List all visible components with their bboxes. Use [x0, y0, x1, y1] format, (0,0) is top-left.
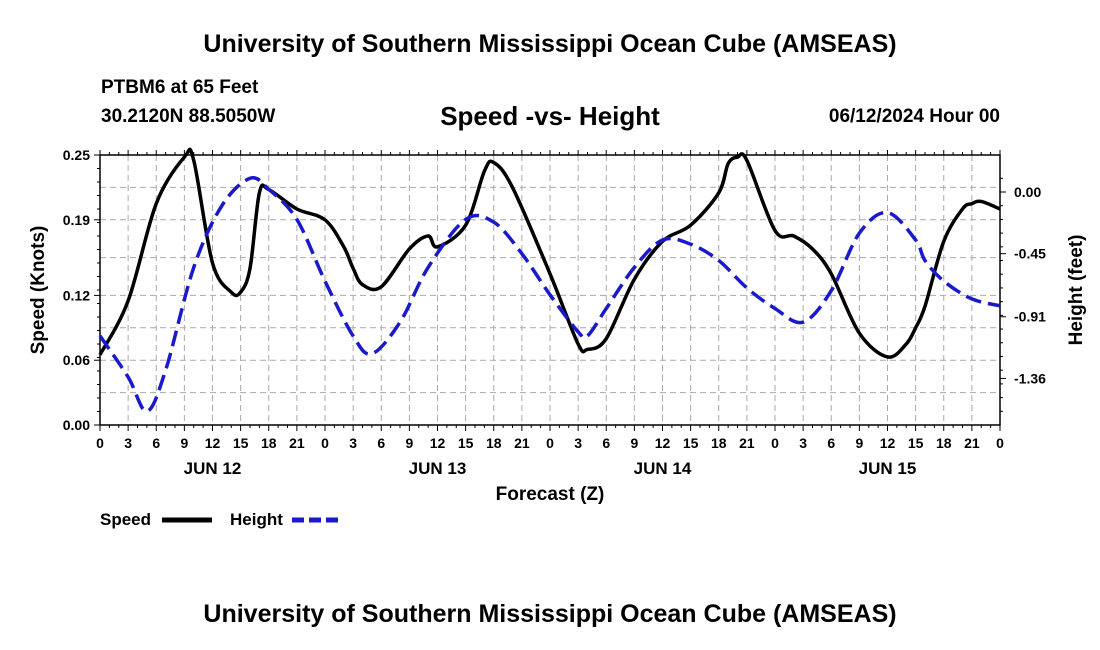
y-tick-label: 0.00 [63, 417, 90, 433]
x-tick-label: 6 [602, 435, 610, 451]
y2-tick-label: -0.45 [1014, 246, 1046, 262]
x-tick-label: 9 [630, 435, 638, 451]
x-tick-label: 6 [377, 435, 385, 451]
station-label: PTBM6 at 65 Feet [101, 77, 259, 98]
speed-series-line [98, 147, 1001, 359]
legend-speed-label: Speed [100, 510, 151, 529]
series-lines [98, 147, 1001, 414]
y2-tick-label: 0.00 [1014, 184, 1041, 200]
x-tick-label: 18 [936, 435, 952, 451]
x-tick-label: 9 [180, 435, 188, 451]
y-tick-label: 0.12 [63, 287, 90, 303]
x-tick-label: 0 [996, 435, 1004, 451]
x-tick-label: 0 [771, 435, 779, 451]
main-title: University of Southern Mississippi Ocean… [203, 30, 897, 58]
y-tick-label: 0.06 [63, 352, 90, 368]
footer-title: University of Southern Mississippi Ocean… [203, 600, 897, 628]
x-tick-label: 18 [711, 435, 727, 451]
coordinates-label: 30.2120N 88.5050W [101, 106, 276, 127]
y2-tick-label: -1.36 [1014, 370, 1046, 386]
day-label: JUN 12 [184, 459, 242, 478]
x-tick-label: 3 [799, 435, 807, 451]
axis-ticks [94, 150, 1006, 431]
x-tick-label: 12 [205, 435, 221, 451]
x-tick-label: 21 [739, 435, 755, 451]
x-tick-label: 15 [458, 435, 474, 451]
x-tick-label: 21 [289, 435, 305, 451]
x-tick-label: 9 [855, 435, 863, 451]
x-tick-label: 6 [152, 435, 160, 451]
x-tick-label: 0 [321, 435, 329, 451]
x-tick-label: 18 [261, 435, 277, 451]
y-axis-title: Speed (Knots) [28, 226, 49, 355]
y2-tick-label: -0.91 [1014, 309, 1046, 325]
day-label: JUN 13 [409, 459, 467, 478]
x-tick-label: 3 [124, 435, 132, 451]
speed-height-chart: 0 3 6 9 12 15 18 21 0 3 6 9 12 15 18 21 0 3 6 9 12 15 18 21 0 3 6 9… [28, 147, 1087, 529]
chart-title: Speed -vs- Height [440, 101, 660, 131]
x-axis-title: Forecast (Z) [496, 484, 605, 505]
x-tick-label: 15 [908, 435, 924, 451]
x-tick-label: 12 [880, 435, 896, 451]
x-tick-label: 18 [486, 435, 502, 451]
x-tick-label: 3 [349, 435, 357, 451]
x-tick-label: 15 [233, 435, 249, 451]
day-label: JUN 15 [859, 459, 917, 478]
forecast-date: 06/12/2024 Hour 00 [828, 106, 1000, 127]
x-tick-label: 0 [96, 435, 104, 451]
legend-height-label: Height [230, 510, 283, 529]
y-tick-label: 0.25 [63, 147, 90, 163]
axis-labels: 0 3 6 9 12 15 18 21 0 3 6 9 12 15 18 21 0 3 6 9 12 15 18 21 0 3 6 9… [63, 147, 1046, 478]
x-tick-label: 21 [964, 435, 980, 451]
x-tick-label: 15 [683, 435, 699, 451]
x-tick-label: 12 [430, 435, 446, 451]
legend: Speed Height [100, 510, 342, 529]
y-tick-label: 0.19 [63, 212, 90, 228]
grid [100, 155, 1000, 425]
height-series-line [98, 175, 1001, 414]
x-tick-label: 21 [514, 435, 530, 451]
x-tick-label: 6 [827, 435, 835, 451]
x-tick-label: 9 [405, 435, 413, 451]
y2-axis-title: Height (feet) [1066, 235, 1087, 346]
day-label: JUN 14 [634, 459, 692, 478]
x-tick-label: 3 [574, 435, 582, 451]
x-tick-label: 12 [655, 435, 671, 451]
x-tick-label: 0 [546, 435, 554, 451]
